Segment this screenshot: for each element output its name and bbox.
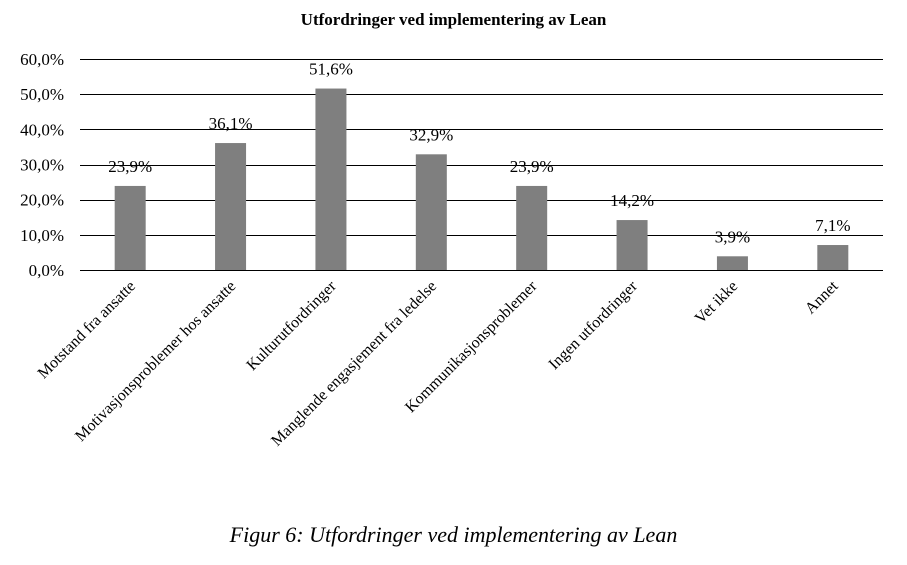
data-label: 23,9%: [108, 157, 152, 176]
y-tick-label: 20,0%: [20, 191, 64, 210]
x-tick-label: Vet ikke: [692, 278, 741, 327]
data-label: 7,1%: [815, 216, 850, 235]
x-tick-label: Kulturutfordringer: [244, 277, 341, 374]
gridlines: [80, 59, 883, 271]
bar: [215, 143, 247, 270]
bar: [315, 88, 347, 270]
data-labels: 23,9% 36,1% 51,6% 32,9% 23,9% 14,2% 3,9% 7,1%: [108, 60, 850, 247]
bar: [114, 185, 146, 270]
chart-title: Utfordringer ved implementering av Lean: [300, 10, 607, 29]
bar: [516, 185, 548, 270]
x-axis-category-labels: Motstand fra ansatteMotivasjonsproblemer…: [35, 277, 842, 449]
data-label: 14,2%: [610, 191, 654, 210]
y-tick-label: 0,0%: [29, 261, 64, 280]
bar: [616, 220, 648, 270]
y-tick-label: 60,0%: [20, 50, 64, 69]
bar: [415, 154, 447, 270]
data-label: 36,1%: [209, 114, 253, 133]
data-label: 23,9%: [510, 157, 554, 176]
y-tick-label: 10,0%: [20, 226, 64, 245]
x-tick-label: Manglende engasjement fra ledelse: [268, 278, 440, 450]
x-tick-label: Motivasjonsproblemer hos ansatte: [72, 278, 239, 445]
bar: [817, 245, 849, 270]
y-tick-label: 30,0%: [20, 156, 64, 175]
data-label: 32,9%: [409, 125, 453, 144]
bars: [114, 88, 849, 270]
y-tick-label: 40,0%: [20, 120, 64, 139]
figure-caption: Figur 6: Utfordringer ved implementering…: [229, 522, 678, 547]
data-label: 3,9%: [715, 227, 750, 246]
x-tick-label: Ingen utfordringer: [546, 277, 642, 373]
y-tick-label: 50,0%: [20, 85, 64, 104]
y-axis-tick-labels: 0,0% 10,0% 20,0% 30,0% 40,0% 50,0% 60,0%: [20, 50, 64, 280]
x-tick-label: Annet: [802, 277, 842, 317]
x-tick-label: Motstand fra ansatte: [35, 278, 139, 382]
data-label: 51,6%: [309, 60, 353, 79]
bar: [716, 256, 748, 270]
